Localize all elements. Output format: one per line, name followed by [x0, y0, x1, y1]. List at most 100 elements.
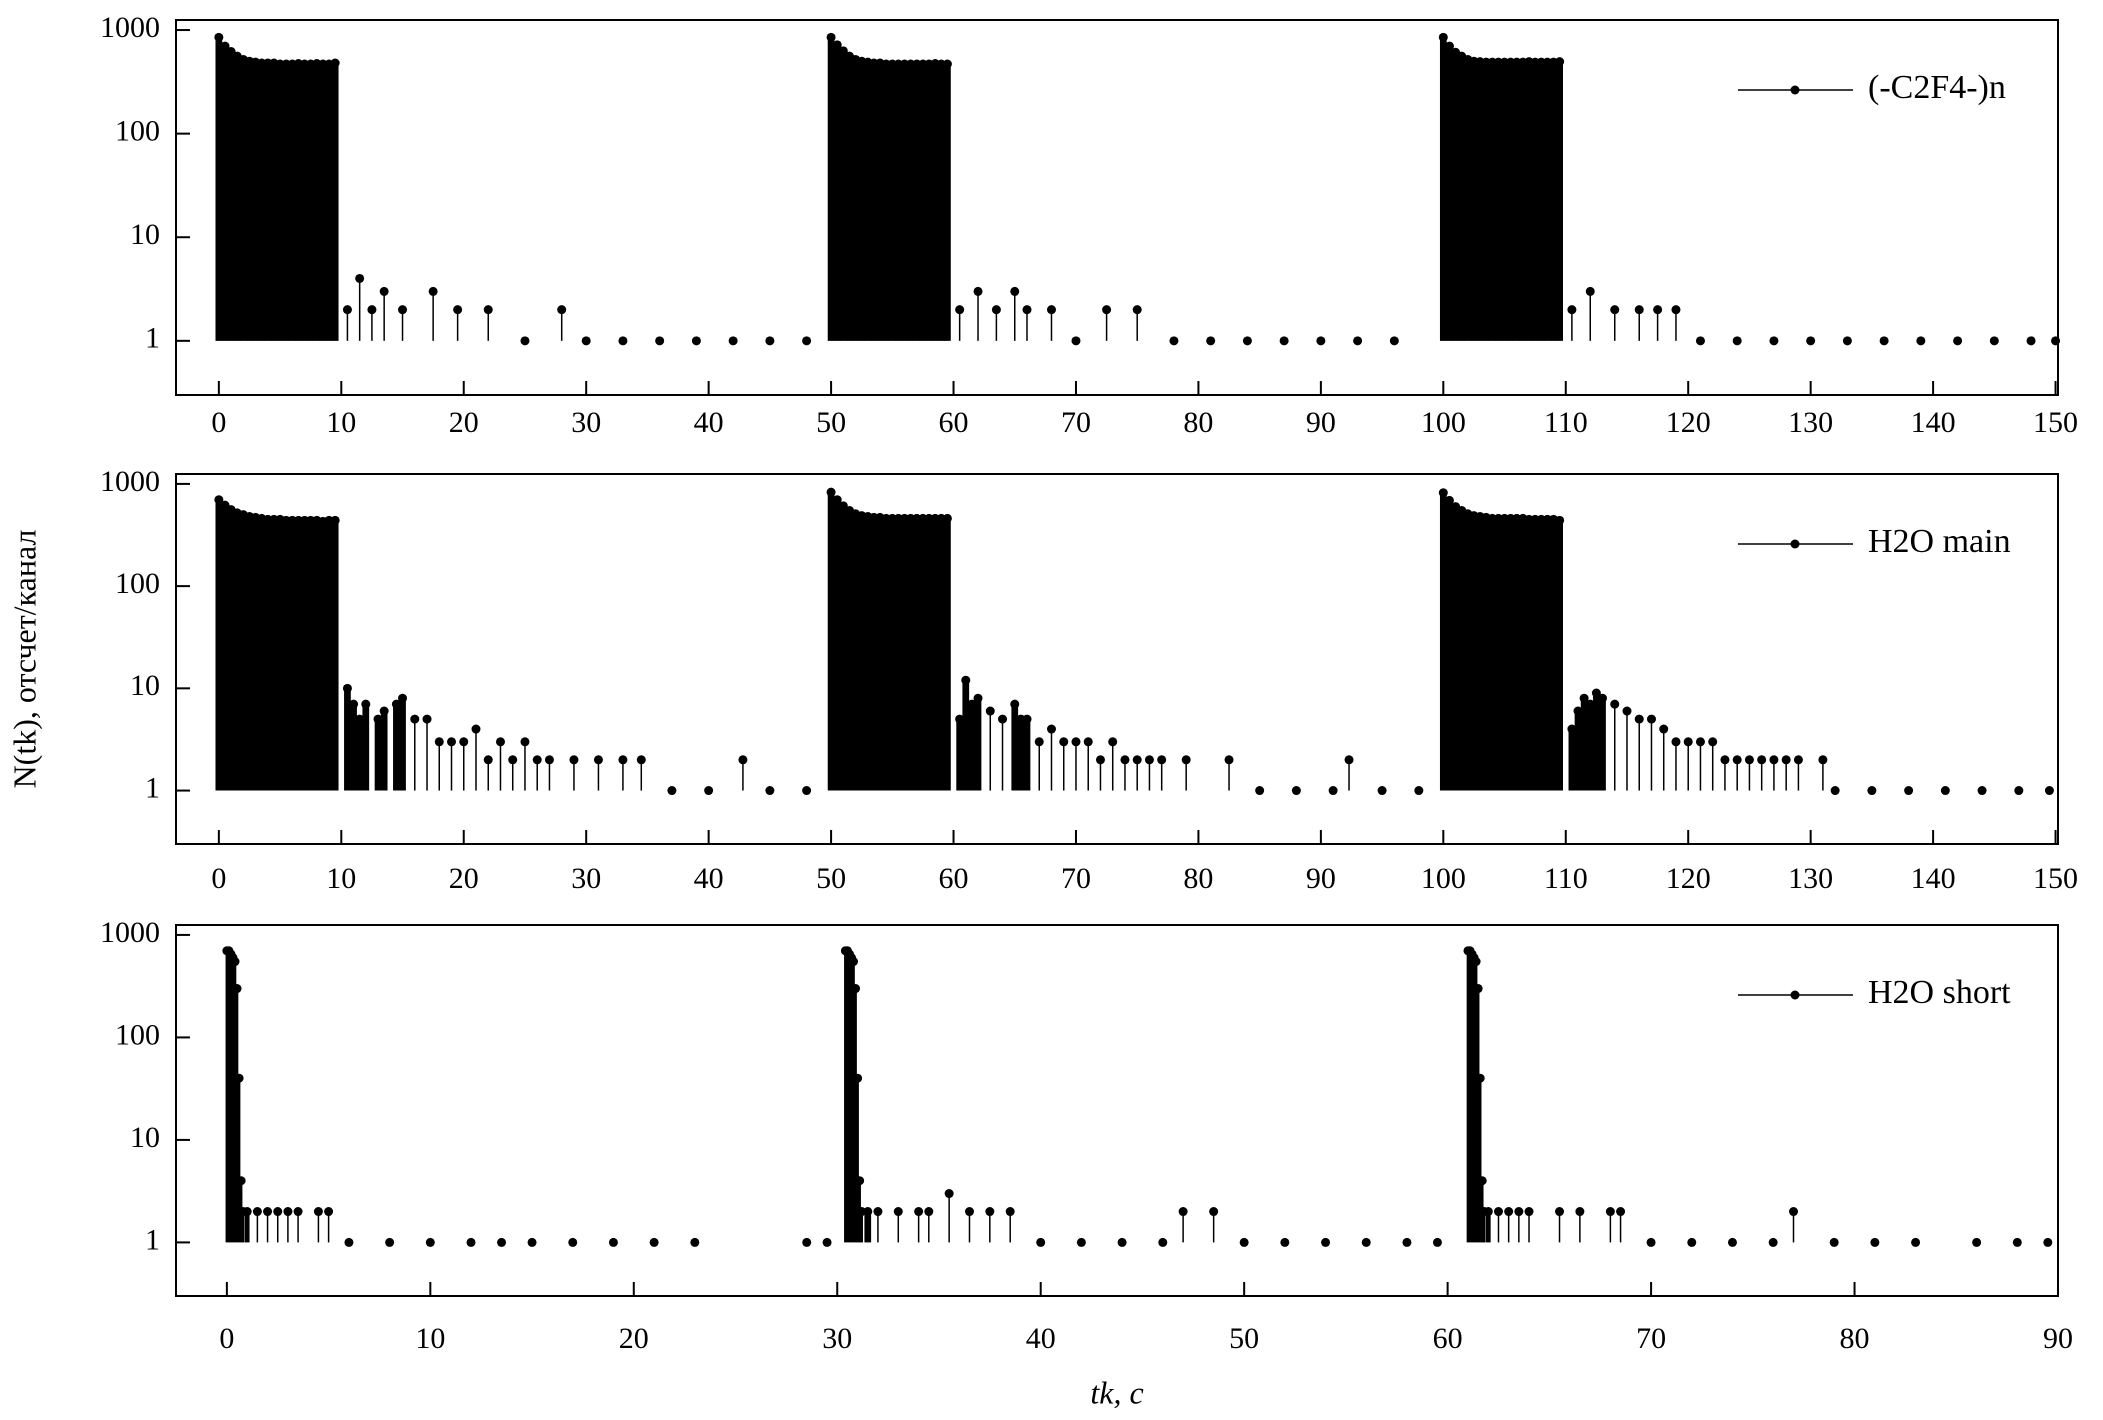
data-point	[1622, 706, 1632, 716]
data-point	[1493, 1207, 1503, 1217]
data-point	[1036, 1237, 1046, 1247]
data-point	[1977, 786, 1987, 796]
data-point	[1524, 1207, 1534, 1217]
data-point	[690, 1237, 700, 1247]
data-point	[838, 46, 848, 56]
data-point	[649, 1237, 659, 1247]
data-point	[618, 755, 628, 765]
data-point	[581, 336, 591, 346]
data-point	[544, 755, 554, 765]
data-point	[1567, 305, 1577, 315]
data-point	[1555, 1207, 1565, 1217]
data-point	[1224, 755, 1234, 765]
data-point	[1444, 41, 1454, 51]
y-tick-label: 1	[145, 1223, 160, 1256]
data-point	[942, 59, 952, 69]
data-point	[944, 1189, 954, 1199]
data-point	[1634, 305, 1644, 315]
x-tick-label: 90	[2043, 1322, 2073, 1355]
y-tick-label: 100	[115, 115, 160, 148]
data-point	[2043, 1237, 2053, 1247]
data-point	[330, 515, 340, 525]
data-point	[593, 755, 603, 765]
data-point	[1209, 1207, 1219, 1217]
data-point	[1344, 755, 1354, 765]
data-point	[691, 336, 701, 346]
data-point	[961, 675, 971, 685]
x-tick-label: 40	[694, 862, 724, 895]
data-point	[508, 755, 518, 765]
data-point	[1034, 737, 1044, 747]
data-point	[1071, 737, 1081, 747]
data-point	[1870, 1237, 1880, 1247]
data-point	[520, 737, 530, 747]
data-point	[1005, 1207, 1015, 1217]
legend-marker	[1790, 539, 1800, 549]
data-point	[851, 984, 861, 994]
data-point	[1157, 755, 1167, 765]
data-point	[1744, 755, 1754, 765]
data-point	[1695, 336, 1705, 346]
x-tick-label: 150	[2033, 406, 2078, 439]
data-point	[1444, 495, 1454, 505]
x-tick-label: 20	[619, 1322, 649, 1355]
data-point	[822, 1237, 832, 1247]
x-tick-label: 50	[816, 862, 846, 895]
data-point	[226, 47, 236, 57]
data-point	[1361, 1237, 1371, 1247]
x-tick-label: 70	[1636, 1322, 1666, 1355]
data-point	[991, 305, 1001, 315]
plot-frame	[175, 19, 2059, 396]
data-point	[1132, 755, 1142, 765]
data-point	[1178, 1207, 1188, 1217]
data-point	[557, 305, 567, 315]
data-point	[1108, 737, 1118, 747]
data-point	[826, 32, 836, 42]
data-point	[447, 737, 457, 747]
data-point	[425, 1237, 435, 1247]
data-point	[1769, 336, 1779, 346]
data-point	[1789, 1207, 1799, 1217]
data-point	[1695, 737, 1705, 747]
x-tick-label: 90	[1306, 862, 1336, 895]
data-point	[1321, 1237, 1331, 1247]
data-point	[1842, 336, 1852, 346]
data-point	[1059, 737, 1069, 747]
data-point	[1022, 305, 1032, 315]
data-point	[1471, 957, 1481, 967]
data-point	[1916, 336, 1926, 346]
data-point	[569, 755, 579, 765]
data-point	[1402, 1237, 1412, 1247]
data-point	[1610, 305, 1620, 315]
data-point	[832, 495, 842, 505]
x-tick-label: 60	[939, 406, 969, 439]
data-point	[1239, 1237, 1249, 1247]
data-point	[1904, 786, 1914, 796]
data-point	[924, 1207, 934, 1217]
data-point	[893, 1207, 903, 1217]
data-point	[955, 714, 965, 724]
data-point	[349, 699, 359, 709]
data-point	[1242, 336, 1252, 346]
data-point	[1255, 786, 1265, 796]
data-point	[1353, 336, 1363, 346]
data-point	[1671, 305, 1681, 315]
x-tick-label: 50	[816, 406, 846, 439]
data-point	[853, 1073, 863, 1083]
data-point	[608, 1237, 618, 1247]
data-point	[873, 1207, 883, 1217]
legend-marker	[1790, 990, 1800, 1000]
data-point	[1597, 693, 1607, 703]
data-point	[263, 1207, 273, 1217]
data-point	[1144, 755, 1154, 765]
data-point	[802, 336, 812, 346]
data-point	[704, 786, 714, 796]
data-point	[532, 755, 542, 765]
data-point	[1206, 336, 1216, 346]
x-tick-label: 130	[1788, 862, 1833, 895]
data-point	[324, 1207, 334, 1217]
data-point	[1972, 1237, 1982, 1247]
x-tick-label: 70	[1061, 406, 1091, 439]
data-point	[1806, 336, 1816, 346]
